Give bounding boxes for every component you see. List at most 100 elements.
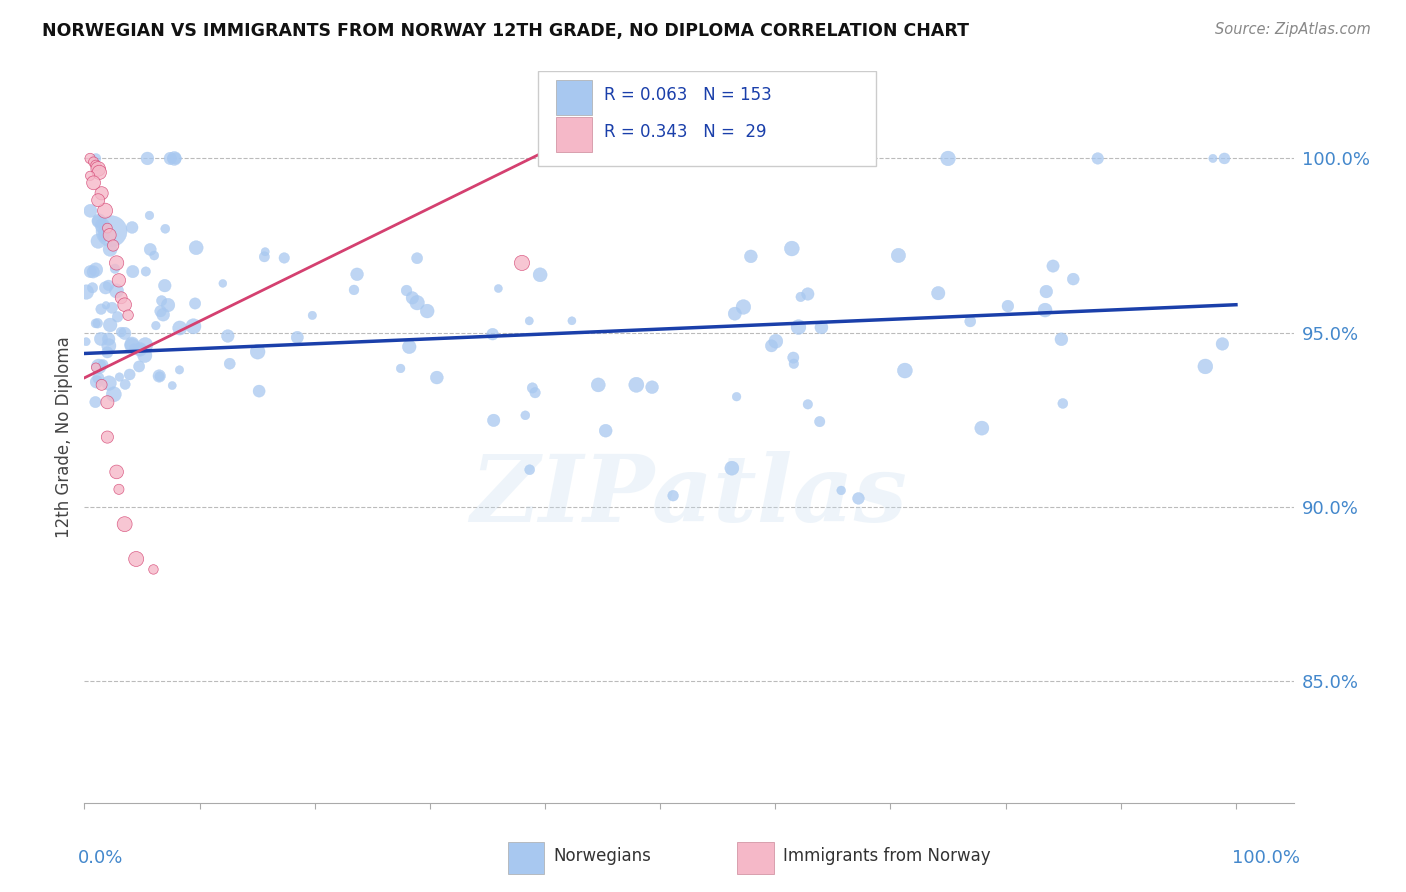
Point <box>970 421 993 435</box>
Point <box>247 384 270 398</box>
Text: R = 0.343   N =  29: R = 0.343 N = 29 <box>605 123 766 141</box>
Point <box>100 224 122 238</box>
Point <box>82 281 104 295</box>
Point <box>797 397 820 411</box>
Point <box>93 225 115 239</box>
Point <box>91 219 114 233</box>
Point <box>153 278 176 293</box>
Point <box>84 360 107 375</box>
Point <box>706 152 728 166</box>
Point <box>301 309 323 323</box>
Point <box>1202 152 1225 166</box>
Point <box>782 351 804 365</box>
Point <box>121 337 143 351</box>
Point <box>143 248 166 262</box>
Point <box>848 491 870 506</box>
Point <box>159 152 181 166</box>
Point <box>780 242 803 256</box>
Point <box>101 301 124 315</box>
Point <box>721 461 744 475</box>
Point <box>83 176 105 190</box>
Point <box>105 465 128 479</box>
Point <box>218 357 240 371</box>
Point <box>121 264 143 278</box>
Point <box>145 318 167 333</box>
Point <box>84 158 107 172</box>
Point <box>740 249 762 263</box>
Point <box>118 368 141 382</box>
Point <box>1033 303 1056 318</box>
Text: NORWEGIAN VS IMMIGRANTS FROM NORWAY 12TH GRADE, NO DIPLOMA CORRELATION CHART: NORWEGIAN VS IMMIGRANTS FROM NORWAY 12TH… <box>42 22 969 40</box>
Point <box>79 264 101 278</box>
Point <box>114 326 136 341</box>
Point <box>725 390 748 404</box>
Point <box>789 290 811 304</box>
Point <box>482 413 505 427</box>
Point <box>389 361 412 376</box>
Point <box>94 298 117 312</box>
Point <box>122 341 145 355</box>
Point <box>519 463 541 477</box>
Text: 100.0%: 100.0% <box>1232 848 1299 867</box>
Point <box>148 369 170 384</box>
Point <box>561 314 583 328</box>
Text: Source: ZipAtlas.com: Source: ZipAtlas.com <box>1215 22 1371 37</box>
Point <box>142 562 165 576</box>
Point <box>93 229 115 244</box>
Point <box>96 221 118 235</box>
Point <box>129 343 152 357</box>
Point <box>134 338 156 352</box>
Point <box>105 284 128 298</box>
Point <box>959 314 981 328</box>
Point <box>103 387 125 401</box>
Point <box>595 424 617 438</box>
Point <box>406 251 429 265</box>
Point <box>184 296 207 310</box>
Point <box>481 327 503 342</box>
Point <box>87 359 110 374</box>
Point <box>86 316 108 330</box>
Point <box>98 376 121 391</box>
Point <box>522 381 544 395</box>
Point <box>125 552 148 566</box>
Point <box>104 261 127 276</box>
Point <box>273 251 295 265</box>
Point <box>741 152 763 166</box>
Point <box>426 370 449 384</box>
Point <box>84 262 107 277</box>
Point <box>830 483 852 498</box>
Point <box>163 152 186 166</box>
Point <box>1194 359 1216 374</box>
Point <box>1213 152 1236 166</box>
Point <box>810 320 832 334</box>
Point <box>398 340 420 354</box>
Point <box>135 264 157 278</box>
Point <box>90 377 112 392</box>
Point <box>1035 285 1057 299</box>
Point <box>183 319 205 334</box>
Point <box>139 243 162 257</box>
Point <box>246 344 269 359</box>
Point <box>217 329 239 343</box>
Point <box>79 203 101 218</box>
Point <box>87 214 110 228</box>
Point <box>94 203 117 218</box>
Point <box>128 359 150 374</box>
Text: Immigrants from Norway: Immigrants from Norway <box>783 847 991 865</box>
Point <box>96 430 118 444</box>
Point <box>517 314 540 328</box>
FancyBboxPatch shape <box>538 71 876 167</box>
Point <box>155 221 177 235</box>
Point <box>730 152 752 166</box>
Point <box>1087 152 1109 166</box>
Point <box>927 286 949 301</box>
Point <box>211 277 233 291</box>
FancyBboxPatch shape <box>555 80 592 115</box>
Point <box>724 307 747 321</box>
FancyBboxPatch shape <box>555 117 592 152</box>
Point <box>134 348 156 362</box>
Point <box>79 169 101 183</box>
Point <box>346 267 368 281</box>
Point <box>936 152 959 166</box>
Point <box>894 363 917 377</box>
